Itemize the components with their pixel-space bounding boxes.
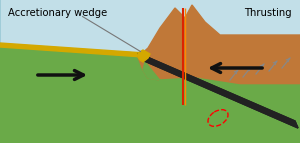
Polygon shape (138, 5, 300, 85)
Polygon shape (0, 0, 145, 62)
Text: Accretionary wedge: Accretionary wedge (8, 8, 107, 18)
Polygon shape (0, 45, 300, 143)
Polygon shape (0, 95, 300, 143)
Text: Thrusting: Thrusting (244, 8, 292, 18)
Polygon shape (143, 62, 300, 125)
Polygon shape (138, 53, 298, 128)
Polygon shape (138, 50, 150, 62)
Polygon shape (138, 53, 298, 128)
Polygon shape (0, 43, 148, 57)
